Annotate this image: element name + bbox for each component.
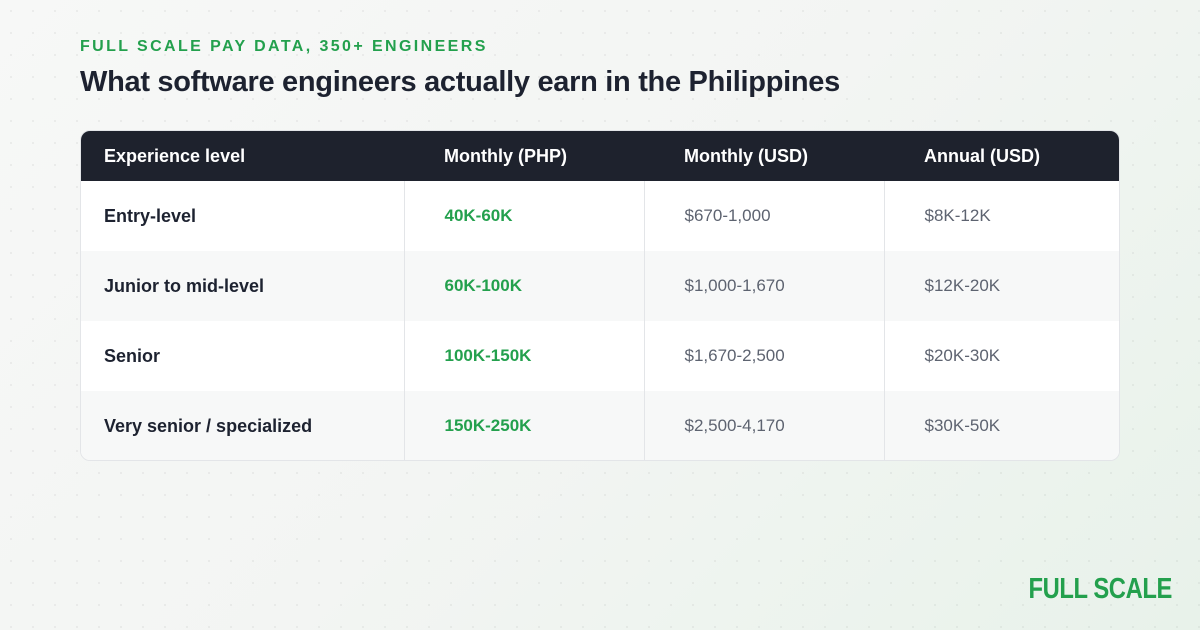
salary-table: Experience level Monthly (PHP) Monthly (… xyxy=(81,131,1119,460)
monthly-php-cell: 100K-150K xyxy=(403,321,644,391)
column-header-experience: Experience level xyxy=(104,145,246,166)
monthly-usd-cell: $1,670-2,500 xyxy=(643,321,884,391)
monthly-usd-cell: $2,500-4,170 xyxy=(643,391,884,460)
table-header: Experience level Monthly (PHP) Monthly (… xyxy=(81,131,1119,181)
annual-usd-cell: $8K-12K xyxy=(883,181,1119,251)
full-scale-logo: FULL SCALE xyxy=(1028,573,1173,605)
column-header-monthly-php: Monthly (PHP) xyxy=(444,145,567,166)
table-header-row: Experience level Monthly (PHP) Monthly (… xyxy=(81,131,1119,181)
monthly-usd-cell: $1,000-1,670 xyxy=(643,251,884,321)
annual-usd-cell: $12K-20K xyxy=(883,251,1119,321)
column-header-annual-usd: Annual (USD) xyxy=(924,145,1040,166)
table-row: Junior to mid-level 60K-100K $1,000-1,67… xyxy=(81,251,1119,321)
page-title: What software engineers actually earn in… xyxy=(80,66,840,98)
monthly-php-cell: 40K-60K xyxy=(403,181,644,251)
experience-level-cell: Very senior / specialized xyxy=(104,415,313,436)
experience-level-cell: Junior to mid-level xyxy=(104,275,265,296)
annual-usd-cell: $30K-50K xyxy=(883,391,1119,460)
table-body: Entry-level 40K-60K $670-1,000 $8K-12K J… xyxy=(81,181,1119,460)
salary-table-card: Experience level Monthly (PHP) Monthly (… xyxy=(80,130,1120,461)
experience-level-cell: Senior xyxy=(104,345,161,366)
table-row: Very senior / specialized 150K-250K $2,5… xyxy=(81,391,1119,460)
experience-level-cell: Entry-level xyxy=(104,205,197,226)
table-row: Entry-level 40K-60K $670-1,000 $8K-12K xyxy=(81,181,1119,251)
monthly-usd-cell: $670-1,000 xyxy=(643,181,884,251)
eyebrow-label: FULL SCALE PAY DATA, 350+ ENGINEERS xyxy=(80,38,488,55)
monthly-php-cell: 150K-250K xyxy=(403,391,644,460)
annual-usd-cell: $20K-30K xyxy=(883,321,1119,391)
column-header-monthly-usd: Monthly (USD) xyxy=(684,145,808,166)
monthly-php-cell: 60K-100K xyxy=(403,251,644,321)
table-row: Senior 100K-150K $1,670-2,500 $20K-30K xyxy=(81,321,1119,391)
